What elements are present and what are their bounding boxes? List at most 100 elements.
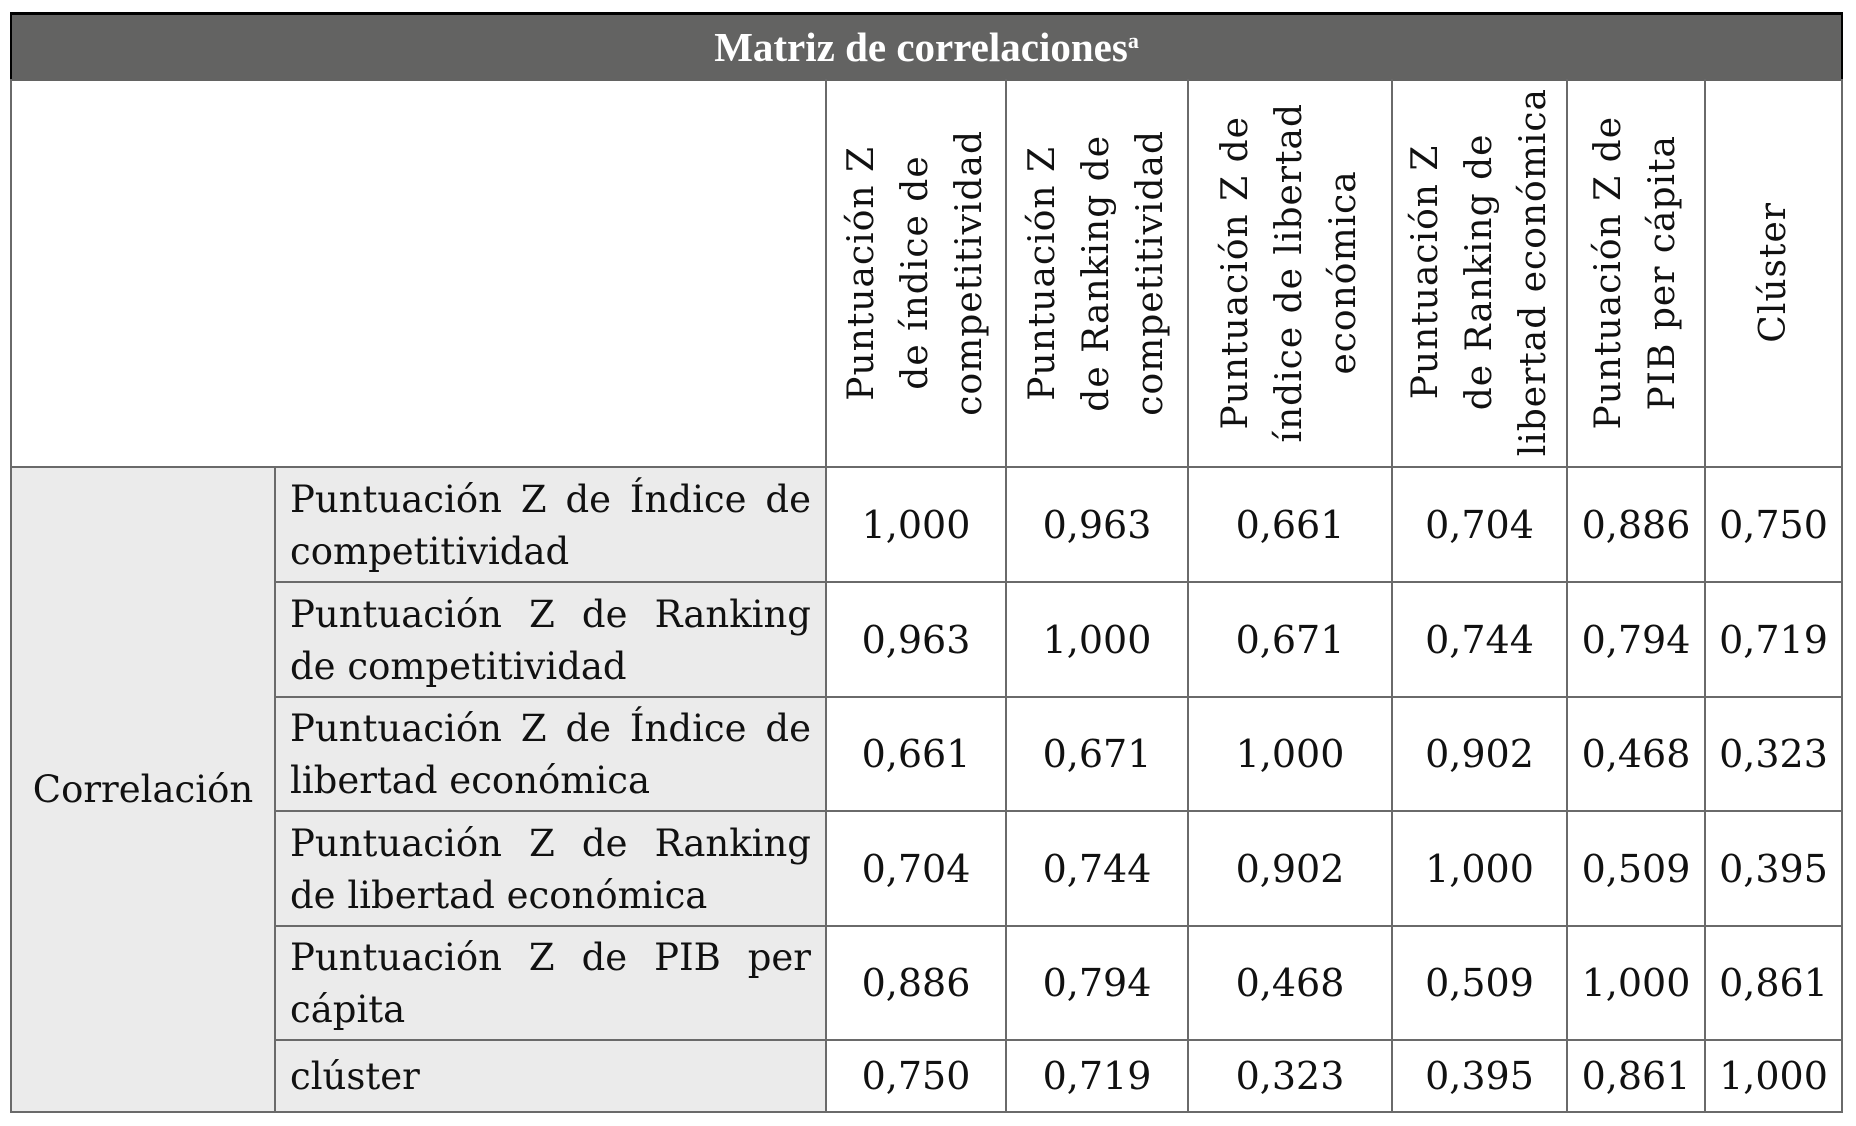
correlation-value: 0,750 bbox=[1719, 502, 1828, 547]
column-header-2: Puntuación Z de Ranking de competitivida… bbox=[1007, 79, 1189, 468]
correlation-value: 0,468 bbox=[1581, 732, 1691, 776]
correlation-value-cell: 0,468 bbox=[1189, 927, 1393, 1041]
column-header-text: Puntuación Z de índice de libertad econó… bbox=[1215, 102, 1364, 443]
correlation-value: 0,671 bbox=[1235, 617, 1345, 662]
correlation-value-cell: 0,323 bbox=[1706, 698, 1843, 812]
correlation-value-cell: 0,671 bbox=[1189, 583, 1393, 698]
correlation-value: 0,323 bbox=[1719, 732, 1828, 776]
correlation-value-cell: 0,661 bbox=[1189, 468, 1393, 583]
correlation-value-cell: 0,750 bbox=[827, 1041, 1007, 1113]
correlation-value-cell: 0,750 bbox=[1706, 468, 1843, 583]
correlation-value-cell: 0,744 bbox=[1393, 583, 1568, 698]
row-label-text: Puntuación Z de Índice de libertad econó… bbox=[290, 707, 811, 802]
correlation-value: 0,744 bbox=[1425, 617, 1534, 662]
correlation-value-cell: 0,902 bbox=[1393, 698, 1568, 812]
correlation-value-cell: 0,323 bbox=[1189, 1041, 1393, 1113]
column-header-text: Clúster bbox=[1752, 202, 1794, 343]
row-label: Puntuación Z de PIB per cápita bbox=[276, 927, 827, 1041]
column-header-4: Puntuación Z de Ranking de libertad econ… bbox=[1393, 79, 1568, 468]
table-title: Matriz de correlacionesa bbox=[10, 15, 1843, 81]
correlation-value: 1,000 bbox=[861, 502, 971, 547]
row-label: Puntuación Z de Índice de competitividad bbox=[276, 468, 827, 583]
column-header-text: Puntuación Z de índice de competitividad bbox=[841, 129, 990, 416]
correlation-value: 0,963 bbox=[1042, 502, 1152, 547]
column-header-text: Puntuación Z de Ranking de libertad econ… bbox=[1404, 88, 1554, 457]
row-label: Puntuación Z de Ranking de libertad econ… bbox=[276, 812, 827, 927]
correlation-value: 0,323 bbox=[1235, 1054, 1345, 1098]
correlation-value-cell: 0,719 bbox=[1007, 1041, 1189, 1113]
correlation-value-cell: 0,395 bbox=[1393, 1041, 1568, 1113]
correlation-value: 0,719 bbox=[1042, 1054, 1152, 1098]
correlation-value: 1,000 bbox=[1425, 846, 1534, 891]
correlation-value: 0,750 bbox=[861, 1054, 971, 1098]
correlation-value: 1,000 bbox=[1235, 732, 1345, 776]
row-label-text: Puntuación Z de Ranking de competitivida… bbox=[290, 592, 811, 688]
column-header-6: Clúster bbox=[1706, 79, 1843, 468]
correlation-value: 0,963 bbox=[861, 617, 971, 662]
correlation-value-cell: 0,886 bbox=[827, 927, 1007, 1041]
correlation-value-cell: 0,902 bbox=[1189, 812, 1393, 927]
correlation-value: 0,509 bbox=[1581, 846, 1691, 891]
correlation-value: 0,794 bbox=[1042, 961, 1152, 1005]
correlation-value: 0,509 bbox=[1425, 961, 1534, 1005]
correlation-value-cell: 0,671 bbox=[1007, 698, 1189, 812]
correlation-value: 0,395 bbox=[1719, 846, 1828, 891]
correlation-value: 0,468 bbox=[1235, 961, 1345, 1005]
correlation-value: 0,861 bbox=[1719, 961, 1828, 1005]
correlation-value-cell: 0,395 bbox=[1706, 812, 1843, 927]
group-label-text: Correlación bbox=[32, 768, 254, 811]
correlation-value: 0,395 bbox=[1425, 1054, 1534, 1098]
correlation-value-cell: 0,861 bbox=[1706, 927, 1843, 1041]
correlation-value: 0,744 bbox=[1042, 846, 1152, 891]
correlation-value: 1,000 bbox=[1042, 617, 1152, 662]
row-label: Puntuación Z de Ranking de competitivida… bbox=[276, 583, 827, 698]
row-label-text: Puntuación Z de Índice de competitividad bbox=[290, 477, 811, 573]
correlation-value-cell: 1,000 bbox=[827, 468, 1007, 583]
correlation-value: 0,861 bbox=[1581, 1054, 1691, 1098]
correlation-value: 0,886 bbox=[1581, 502, 1691, 547]
correlation-value: 0,704 bbox=[861, 846, 971, 891]
correlation-value-cell: 0,661 bbox=[827, 698, 1007, 812]
correlation-value: 0,902 bbox=[1425, 732, 1534, 776]
correlation-value-cell: 0,704 bbox=[827, 812, 1007, 927]
row-label: clúster bbox=[276, 1041, 827, 1113]
correlation-value-cell: 1,000 bbox=[1393, 812, 1568, 927]
correlation-value-cell: 1,000 bbox=[1706, 1041, 1843, 1113]
correlation-value: 0,902 bbox=[1235, 846, 1345, 891]
correlation-value: 0,704 bbox=[1425, 502, 1534, 547]
correlation-value-cell: 0,509 bbox=[1568, 812, 1706, 927]
correlation-value-cell: 0,886 bbox=[1568, 468, 1706, 583]
corner-empty-cell bbox=[10, 79, 827, 468]
correlation-value-cell: 0,719 bbox=[1706, 583, 1843, 698]
title-text: Matriz de correlaciones bbox=[714, 24, 1128, 70]
correlation-value-cell: 1,000 bbox=[1007, 583, 1189, 698]
correlation-value: 0,661 bbox=[1235, 502, 1345, 547]
column-header-5: Puntuación Z de PIB per cápita bbox=[1568, 79, 1706, 468]
correlation-value: 0,719 bbox=[1719, 617, 1828, 662]
correlation-value-cell: 0,794 bbox=[1568, 583, 1706, 698]
correlation-value-cell: 0,744 bbox=[1007, 812, 1189, 927]
column-header-3: Puntuación Z de índice de libertad econó… bbox=[1189, 79, 1393, 468]
correlation-value-cell: 1,000 bbox=[1568, 927, 1706, 1041]
correlation-value-cell: 1,000 bbox=[1189, 698, 1393, 812]
row-label-text: Puntuación Z de PIB per cápita bbox=[290, 936, 811, 1031]
correlation-value: 1,000 bbox=[1719, 1054, 1828, 1098]
title-footnote-marker: a bbox=[1127, 28, 1139, 53]
correlation-value: 0,794 bbox=[1581, 617, 1691, 662]
correlation-value-cell: 0,861 bbox=[1568, 1041, 1706, 1113]
correlation-value: 0,661 bbox=[861, 732, 971, 776]
correlation-value-cell: 0,704 bbox=[1393, 468, 1568, 583]
correlation-value-cell: 0,794 bbox=[1007, 927, 1189, 1041]
correlation-value-cell: 0,468 bbox=[1568, 698, 1706, 812]
correlation-value: 0,886 bbox=[861, 961, 971, 1005]
correlation-value-cell: 0,963 bbox=[827, 583, 1007, 698]
correlation-value-cell: 0,963 bbox=[1007, 468, 1189, 583]
row-label-text: Puntuación Z de Ranking de libertad econ… bbox=[290, 821, 811, 917]
correlation-value-cell: 0,509 bbox=[1393, 927, 1568, 1041]
column-header-text: Puntuación Z de PIB per cápita bbox=[1588, 115, 1683, 430]
column-header-1: Puntuación Z de índice de competitividad bbox=[827, 79, 1007, 468]
row-group-label: Correlación bbox=[10, 468, 276, 1113]
correlation-value: 0,671 bbox=[1042, 732, 1152, 776]
row-label: Puntuación Z de Índice de libertad econó… bbox=[276, 698, 827, 812]
row-label-text: clúster bbox=[290, 1055, 420, 1098]
